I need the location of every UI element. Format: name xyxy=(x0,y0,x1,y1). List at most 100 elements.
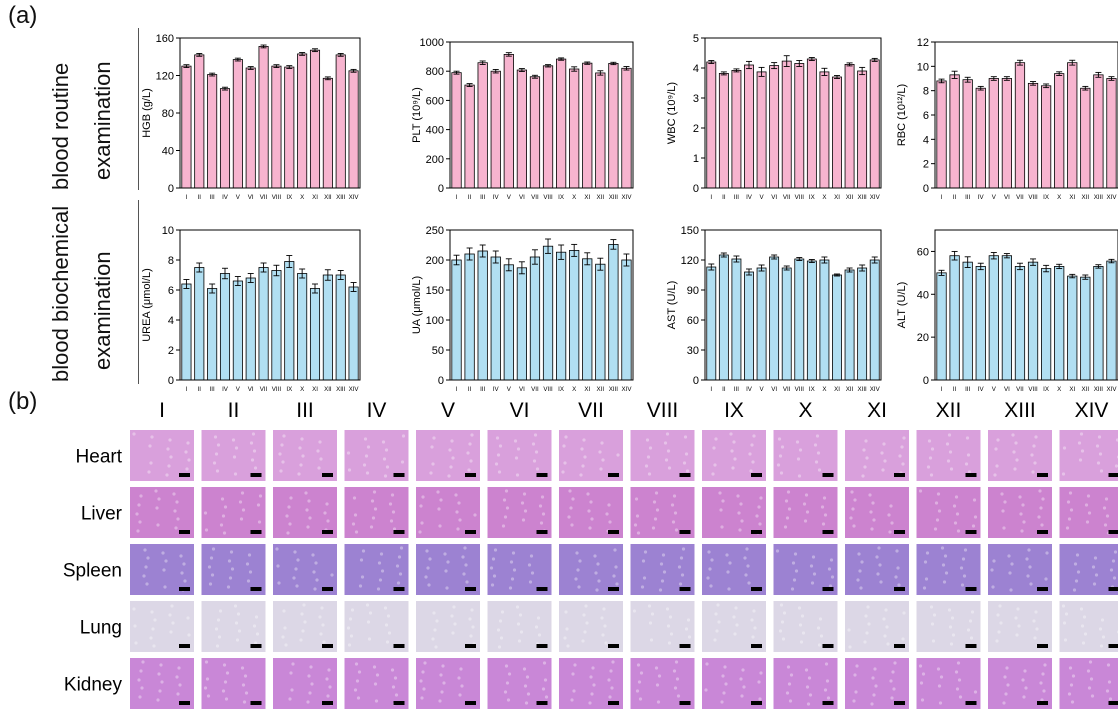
tissue-texture xyxy=(965,462,968,465)
y-axis-label: RBC (10¹²/L) xyxy=(896,84,908,146)
bar xyxy=(349,287,358,380)
tissue-texture xyxy=(1112,559,1115,562)
x-tick-label: XII xyxy=(597,386,605,393)
bar xyxy=(770,66,779,188)
tissue-texture xyxy=(950,467,953,470)
bar xyxy=(719,73,728,188)
tissue-texture xyxy=(377,587,380,590)
tissue-texture xyxy=(588,526,591,529)
tissue-texture xyxy=(369,611,372,614)
bar xyxy=(1081,277,1090,380)
tissue-texture xyxy=(740,694,743,697)
tissue-texture xyxy=(1093,582,1096,585)
tissue-texture xyxy=(228,559,231,562)
tissue-texture xyxy=(387,614,390,617)
tissue-texture xyxy=(440,690,443,693)
tissue-texture xyxy=(1017,624,1020,627)
tissue-texture xyxy=(723,665,726,668)
tissue-texture xyxy=(508,672,511,675)
tissue-texture xyxy=(450,614,453,617)
tissue-texture xyxy=(749,469,752,472)
tissue-texture xyxy=(758,697,761,700)
tissue-texture xyxy=(157,672,160,675)
tissue-texture xyxy=(395,693,398,696)
tissue-texture xyxy=(454,493,457,496)
tissue-texture xyxy=(306,525,309,528)
tissue-texture xyxy=(179,554,182,557)
scale-bar xyxy=(966,530,977,534)
tissue-texture xyxy=(998,604,1001,607)
tissue-texture xyxy=(648,472,651,475)
tissue-texture xyxy=(451,631,454,634)
tissue-texture xyxy=(746,564,749,567)
tissue-texture xyxy=(1078,441,1081,444)
bar xyxy=(1081,88,1090,188)
scale-bar xyxy=(680,587,691,591)
tissue-texture xyxy=(234,604,237,607)
bar xyxy=(310,289,319,381)
tissue-texture xyxy=(871,676,874,679)
tissue-texture xyxy=(668,466,671,469)
x-tick-label: VI xyxy=(771,386,777,393)
tissue-texture xyxy=(572,689,575,692)
tissue-texture xyxy=(1039,506,1042,509)
tissue-texture xyxy=(390,519,393,522)
tissue-texture xyxy=(512,551,515,554)
tissue-texture xyxy=(148,444,151,447)
tissue-texture xyxy=(731,466,734,469)
x-tick-label: VIII xyxy=(543,386,553,393)
tissue-texture xyxy=(1032,619,1035,622)
tissue-texture xyxy=(438,524,441,527)
tissue-texture xyxy=(656,683,659,686)
tissue-texture xyxy=(347,626,350,629)
bar xyxy=(845,270,854,380)
tissue-texture xyxy=(729,432,732,435)
row-label-spleen: Spleen xyxy=(63,561,122,582)
tissue-texture xyxy=(325,502,328,505)
scale-bar xyxy=(823,587,834,591)
bar xyxy=(757,72,766,188)
tissue-texture xyxy=(149,636,152,639)
tissue-texture xyxy=(786,516,789,519)
tissue-texture xyxy=(659,588,662,591)
y-tick-label: 150 xyxy=(681,225,699,237)
tissue-texture xyxy=(638,680,641,683)
tissue-texture xyxy=(224,505,227,508)
tissue-texture xyxy=(887,513,890,516)
tissue-texture xyxy=(519,613,522,616)
row-label-liver: Liver xyxy=(81,504,123,525)
tissue-texture xyxy=(633,609,636,612)
tissue-texture xyxy=(1009,588,1012,591)
tissue-texture xyxy=(248,553,251,556)
tissue-texture xyxy=(953,504,956,507)
bar xyxy=(1094,75,1103,188)
scale-bar xyxy=(1109,473,1118,477)
tissue-texture xyxy=(166,447,169,450)
tissue-texture xyxy=(521,501,524,504)
tissue-texture xyxy=(457,676,460,679)
tissue-texture xyxy=(656,508,659,511)
scale-bar xyxy=(394,473,405,477)
tissue-texture xyxy=(750,443,753,446)
tissue-texture xyxy=(257,503,260,506)
y-tick-label: 6 xyxy=(168,285,174,297)
tissue-texture xyxy=(719,508,722,511)
tissue-texture xyxy=(455,510,458,513)
tissue-texture xyxy=(853,673,856,676)
tissue-texture xyxy=(608,520,611,523)
tissue-texture xyxy=(589,675,592,678)
tissue-texture xyxy=(999,621,1002,624)
tissue-texture xyxy=(285,514,288,517)
bar xyxy=(452,260,461,380)
tissue-texture xyxy=(498,645,501,648)
tissue-texture xyxy=(493,574,496,577)
x-tick-label: XI xyxy=(584,194,590,201)
tissue-texture xyxy=(889,504,892,507)
tissue-texture xyxy=(176,517,179,520)
y-tick-label: 10 xyxy=(162,225,174,237)
tissue-texture xyxy=(581,464,584,467)
tissue-texture xyxy=(1004,692,1007,695)
bar xyxy=(323,78,332,188)
tissue-texture xyxy=(160,680,163,683)
